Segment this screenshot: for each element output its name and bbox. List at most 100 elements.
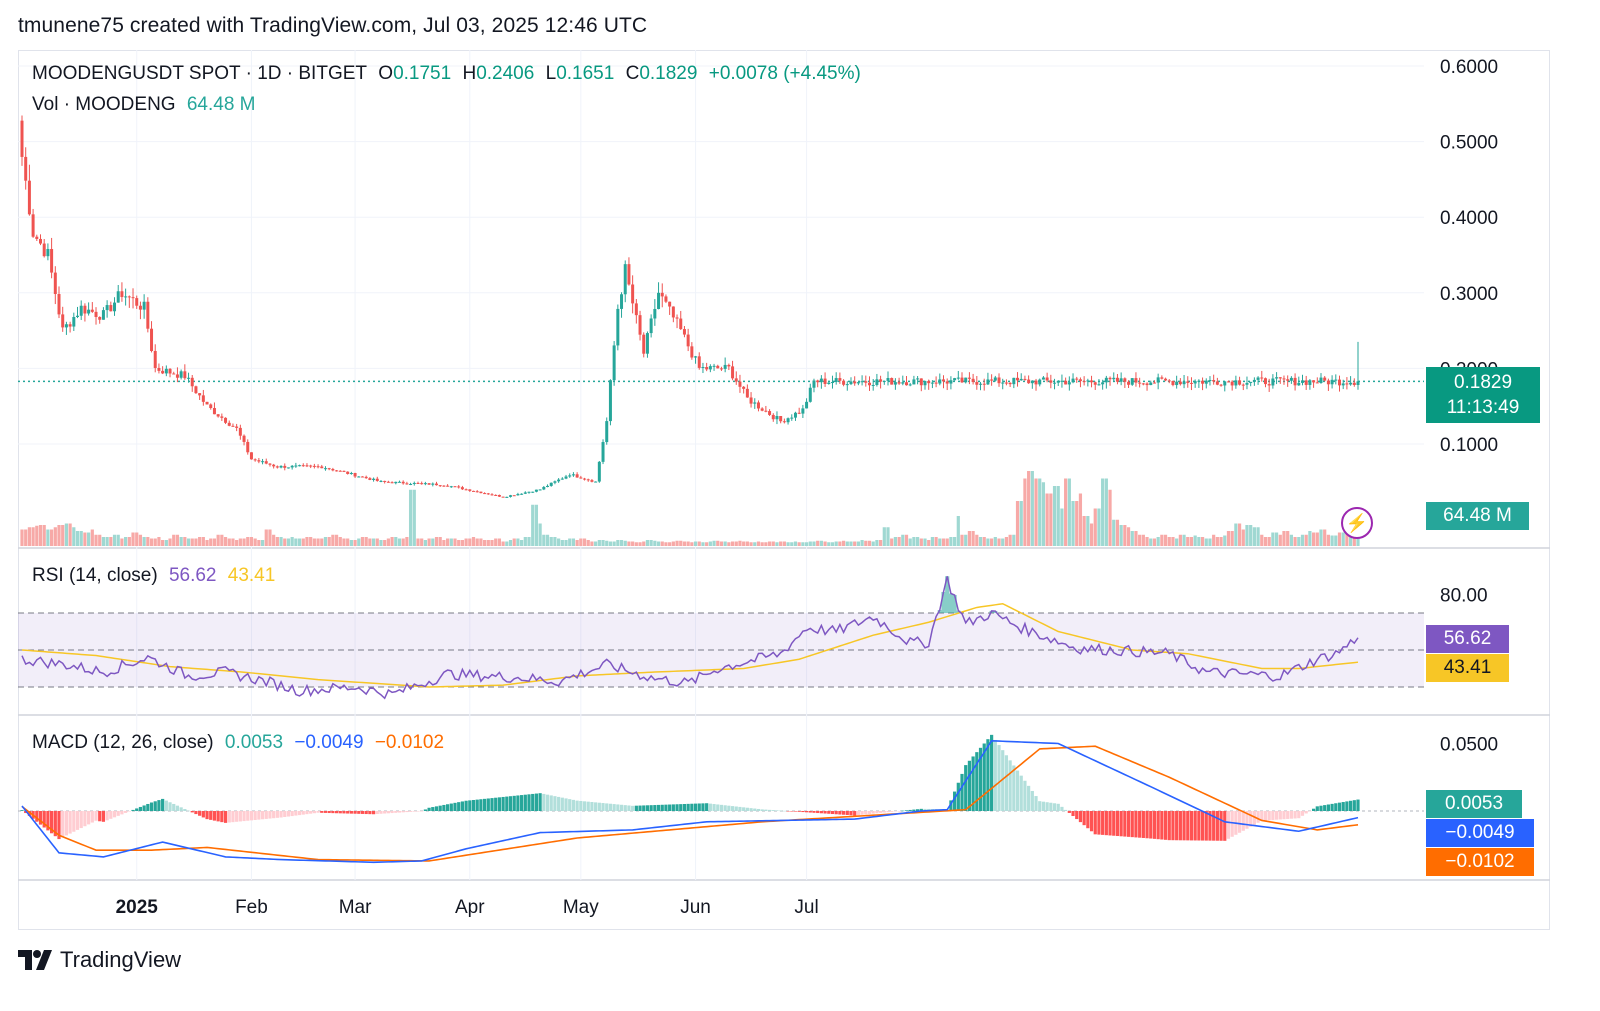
macd-histogram-bar: [131, 809, 135, 811]
macd-histogram-bar: [68, 811, 72, 834]
volume-bar: [1086, 516, 1090, 546]
candle-body: [1097, 384, 1101, 386]
volume-bar: [131, 532, 135, 546]
volume-bar: [390, 537, 394, 546]
volume-bar: [105, 537, 109, 546]
signal-tag: −0.0102: [1426, 848, 1534, 876]
macd-histogram-bar: [342, 811, 346, 814]
macd-histogram-bar: [1049, 802, 1053, 811]
macd-histogram-bar: [94, 811, 98, 821]
candles: [20, 115, 1360, 498]
high-value: 0.2406: [476, 63, 535, 84]
macd-histogram-bar: [986, 739, 990, 811]
rsi-label[interactable]: RSI (14, close): [32, 565, 158, 586]
macd-histogram-bar: [231, 811, 235, 823]
volume-label[interactable]: Vol · MOODENG: [32, 94, 176, 115]
volume-bar: [653, 540, 657, 546]
macd-histogram-bar: [205, 811, 209, 820]
macd-histogram-bar: [1274, 811, 1279, 820]
macd-histogram-bar: [216, 811, 220, 822]
macd-histogram-bar: [808, 811, 812, 813]
volume-bar: [1175, 538, 1179, 546]
candle-body: [1263, 378, 1267, 385]
macd-histogram-bar: [664, 804, 668, 811]
candle-body: [560, 478, 564, 480]
macd-histogram-bar: [460, 801, 464, 811]
candle-body: [942, 379, 946, 382]
candle-body: [1023, 378, 1027, 380]
candle-body: [113, 302, 117, 312]
volume-bar: [838, 541, 842, 546]
volume-bar: [149, 538, 154, 546]
volume-bar: [1256, 527, 1260, 546]
macd-histogram-bar: [494, 797, 498, 811]
macd-histogram-bar: [1348, 800, 1353, 811]
macd-histogram-bar: [516, 795, 520, 811]
candle-body: [375, 478, 379, 481]
volume-bar: [723, 541, 727, 546]
candle-body: [1330, 379, 1334, 385]
volume-bar: [408, 489, 413, 546]
tradingview-logo[interactable]: TradingView: [18, 947, 181, 973]
volume-bar: [1019, 501, 1023, 546]
macd-tag: −0.0049: [1426, 819, 1534, 847]
volume-bar: [1101, 478, 1105, 546]
candle-body: [246, 441, 250, 453]
candle-body: [39, 238, 43, 244]
volume-bar: [1049, 493, 1053, 546]
candle-body: [138, 305, 142, 310]
macd-histogram-bar: [164, 800, 168, 811]
candle-body: [76, 315, 80, 318]
macd-histogram-bar: [649, 805, 653, 811]
volume-bar: [886, 527, 890, 546]
volume-bar: [1119, 525, 1123, 546]
candle-body: [716, 365, 720, 369]
volume-bar: [153, 538, 157, 546]
candle-body: [1145, 383, 1149, 386]
volume-bar: [31, 527, 35, 546]
macd-histogram-bar: [1341, 802, 1345, 811]
macd-histogram-bar: [1249, 811, 1253, 827]
macd-histogram-bar: [1241, 811, 1245, 831]
candle-body: [83, 305, 87, 314]
last-price-tag: 0.1829 11:13:49: [1426, 367, 1540, 423]
volume-bar: [1082, 516, 1086, 546]
macd-histogram-bar: [564, 798, 568, 811]
volume-bar: [1112, 519, 1116, 546]
volume-bar: [1311, 532, 1316, 546]
macd-histogram-bar: [631, 805, 635, 811]
volume-bar: [1193, 535, 1197, 546]
time-axis-tick: Jul: [794, 897, 818, 918]
candle-body: [1071, 378, 1075, 383]
candle-body: [638, 315, 642, 335]
price-axis-tick: 0.1000: [1440, 435, 1498, 456]
candle-body: [1049, 380, 1053, 383]
macd-histogram-bar: [194, 811, 198, 815]
candle-body: [1086, 380, 1090, 382]
candle-body: [264, 461, 268, 464]
volume-bar: [1008, 534, 1012, 546]
candle-body: [1178, 381, 1182, 385]
macd-histogram-bar: [682, 804, 687, 811]
candle-body: [464, 489, 468, 491]
volume-bar: [1134, 531, 1138, 546]
volume-bar: [949, 537, 953, 546]
candle-body: [1197, 380, 1201, 382]
symbol-title[interactable]: MOODENGUSDT SPOT · 1D · BITGET: [32, 63, 367, 84]
volume-bar: [956, 516, 960, 546]
macd-histogram-bar: [1052, 803, 1057, 811]
volume-bar: [471, 537, 476, 546]
candle-body: [486, 493, 490, 495]
macd-label[interactable]: MACD (12, 26, close): [32, 732, 214, 753]
volume-bar: [638, 542, 642, 546]
volume-bar: [164, 540, 168, 546]
volume-bar: [749, 542, 753, 546]
volume-bar: [1030, 471, 1034, 546]
macd-histogram-bar: [83, 811, 87, 827]
macd-histogram-bar: [146, 803, 150, 811]
lightning-icon[interactable]: ⚡: [1341, 507, 1373, 539]
candle-body: [401, 481, 405, 484]
volume-bar: [479, 538, 483, 546]
volume-bar: [368, 538, 372, 546]
